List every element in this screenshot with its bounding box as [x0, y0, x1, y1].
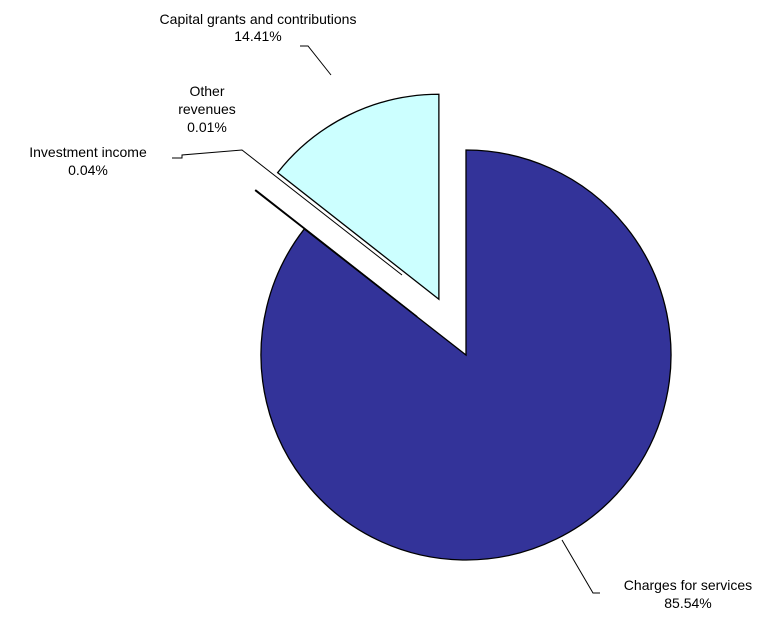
label-investment-income-name: Investment income: [29, 144, 147, 160]
leader-line-capital-grants: [300, 45, 332, 76]
pie-slice-charges-for-services: [260, 149, 672, 561]
label-capital-grants-name: Capital grants and contributions: [160, 11, 357, 27]
label-other-revenues-value: 0.01%: [187, 119, 227, 135]
slice-labels: Capital grants and contributions 14.41% …: [29, 11, 752, 611]
pie-slices: [254, 93, 672, 561]
pie-slice-capital-grants-and-contributions: [276, 93, 440, 301]
leader-line-investment-income: [172, 149, 403, 276]
label-other-revenues-name-1: Other: [189, 83, 224, 99]
leader-lines: [172, 45, 600, 594]
pie-slice-other-revenues: [254, 189, 418, 318]
label-investment-income-value: 0.04%: [68, 162, 108, 178]
label-charges-value: 85.54%: [664, 595, 711, 611]
label-other-revenues-name-2: revenues: [178, 101, 236, 117]
label-charges-name: Charges for services: [624, 577, 752, 593]
leader-line-charges: [561, 539, 600, 594]
label-capital-grants-value: 14.41%: [234, 28, 281, 44]
